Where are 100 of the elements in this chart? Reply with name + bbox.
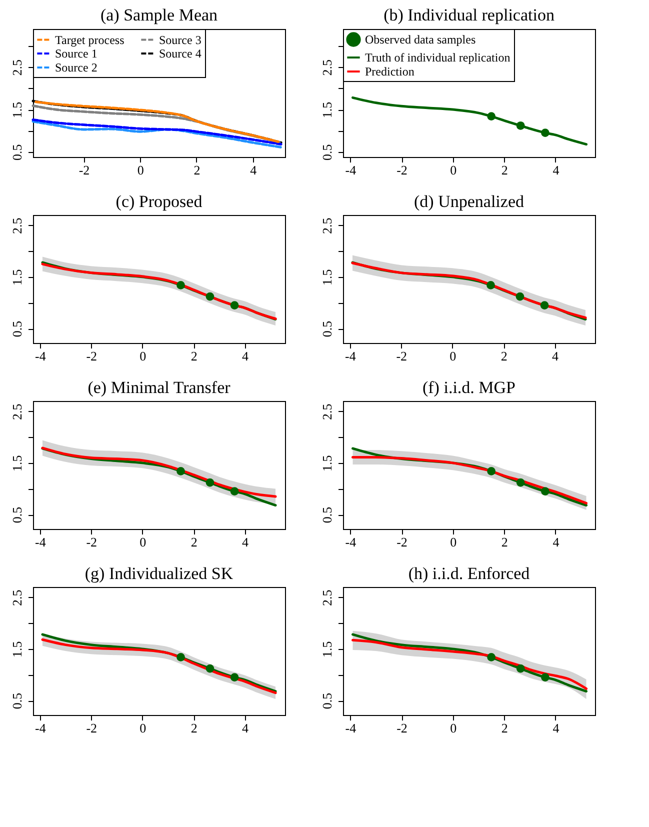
x-tick-label: -2 bbox=[396, 162, 408, 178]
y-tick-label: 0.5 bbox=[320, 506, 334, 524]
legend-label: Truth of individual replication bbox=[365, 50, 510, 64]
y-tick-label: 2.5 bbox=[10, 590, 24, 606]
x-tick-label: -4 bbox=[34, 720, 46, 736]
point bbox=[230, 673, 239, 682]
y-tick-label: 1.5 bbox=[10, 455, 24, 472]
point bbox=[206, 292, 214, 301]
point bbox=[230, 301, 239, 310]
y-tick-label: 0.5 bbox=[320, 144, 334, 161]
chart-title: (d) Unpenalized bbox=[414, 192, 524, 211]
x-tick-label: 4 bbox=[242, 534, 250, 550]
x-tick-label: 0 bbox=[450, 720, 457, 736]
legend-label: Observed data samples bbox=[365, 32, 476, 46]
x-tick-label: 4 bbox=[552, 534, 560, 550]
x-tick-label: 4 bbox=[552, 720, 560, 736]
y-tick-label: 2.5 bbox=[320, 218, 334, 234]
x-tick-label: 0 bbox=[450, 162, 457, 178]
x-tick-label: 2 bbox=[501, 162, 508, 178]
x-tick-label: -4 bbox=[345, 720, 357, 736]
x-tick-label: 2 bbox=[194, 162, 200, 178]
y-tick-label: 0.5 bbox=[10, 692, 24, 710]
legend-label: Source 2 bbox=[55, 60, 98, 74]
x-tick-label: 0 bbox=[137, 162, 144, 178]
x-tick-label: 0 bbox=[140, 534, 146, 550]
point bbox=[516, 478, 525, 487]
x-tick-label: 2 bbox=[501, 720, 508, 736]
x-tick-label: 4 bbox=[250, 162, 258, 178]
legend-label: Source 1 bbox=[55, 46, 98, 60]
chart-title: (h) i.i.d. Enforced bbox=[408, 564, 530, 583]
point bbox=[516, 664, 525, 673]
y-tick-label: 1.5 bbox=[10, 102, 24, 118]
x-tick-label: -4 bbox=[345, 534, 357, 550]
point bbox=[487, 653, 496, 662]
point bbox=[540, 301, 549, 310]
chart-title: (b) Individual replication bbox=[384, 6, 555, 24]
x-tick-label: 0 bbox=[140, 720, 146, 736]
line-series bbox=[41, 446, 277, 498]
x-tick-label: 4 bbox=[242, 348, 250, 364]
line-series bbox=[352, 96, 588, 146]
point bbox=[541, 487, 550, 496]
y-tick-label: 0.5 bbox=[10, 320, 24, 338]
x-tick-label: 2 bbox=[190, 720, 198, 736]
point bbox=[516, 292, 524, 301]
y-tick-label: 0.5 bbox=[10, 506, 24, 524]
x-tick-label: 0 bbox=[140, 348, 146, 364]
chart-title: (g) Individualized SK bbox=[84, 564, 234, 583]
x-tick-label: 0 bbox=[450, 348, 456, 364]
x-tick-label: 2 bbox=[190, 534, 198, 550]
y-tick-label: 1.5 bbox=[10, 641, 24, 658]
y-tick-label: 0.5 bbox=[320, 692, 334, 710]
x-tick-label: -4 bbox=[34, 534, 46, 550]
y-tick-label: 1.5 bbox=[320, 455, 334, 472]
x-tick-label: 4 bbox=[242, 720, 250, 736]
x-tick-label: 0 bbox=[450, 534, 457, 550]
legend-label: Source 3 bbox=[159, 32, 202, 47]
y-tick-label: 2.5 bbox=[320, 590, 334, 606]
point bbox=[176, 653, 185, 662]
x-tick-label: 2 bbox=[190, 348, 198, 364]
x-tick-label: -2 bbox=[396, 720, 408, 736]
x-tick-label: -2 bbox=[396, 534, 408, 550]
y-tick-label: 2.5 bbox=[320, 404, 334, 420]
point bbox=[516, 121, 525, 130]
y-tick-label: 2.5 bbox=[10, 60, 24, 76]
y-tick-label: 2.5 bbox=[10, 404, 24, 420]
x-tick-label: -2 bbox=[86, 348, 98, 364]
x-tick-label: 2 bbox=[501, 534, 508, 550]
point bbox=[230, 487, 239, 496]
point bbox=[206, 664, 214, 673]
point bbox=[176, 281, 185, 290]
x-tick-label: -2 bbox=[86, 534, 98, 550]
legend-label: Target process bbox=[55, 32, 125, 47]
x-tick-label: 4 bbox=[552, 348, 560, 364]
y-tick-label: 2.5 bbox=[10, 218, 24, 234]
legend-label: Prediction bbox=[365, 64, 414, 78]
point bbox=[487, 112, 496, 120]
y-tick-label: 0.5 bbox=[10, 144, 24, 161]
chart-title: (f) i.i.d. MGP bbox=[422, 378, 516, 397]
legend-label: Source 4 bbox=[159, 46, 202, 60]
x-tick-label: -4 bbox=[34, 348, 46, 364]
x-tick-label: -2 bbox=[396, 348, 408, 364]
chart-title: (c) Proposed bbox=[116, 192, 203, 211]
point bbox=[541, 128, 550, 138]
y-tick-label: 1.5 bbox=[10, 269, 24, 286]
line-series bbox=[352, 456, 588, 504]
x-tick-label: -4 bbox=[344, 348, 356, 364]
chart-title: (a) Sample Mean bbox=[100, 6, 218, 24]
y-tick-label: 0.5 bbox=[320, 320, 334, 338]
y-tick-label: 1.5 bbox=[320, 269, 334, 286]
x-tick-label: -4 bbox=[345, 162, 357, 178]
point bbox=[176, 467, 185, 476]
y-tick-label: 1.5 bbox=[320, 102, 334, 118]
x-tick-label: 2 bbox=[500, 348, 508, 364]
point bbox=[487, 467, 496, 476]
point bbox=[541, 673, 550, 682]
point bbox=[486, 281, 495, 290]
x-tick-label: -2 bbox=[78, 162, 90, 178]
y-tick-label: 1.5 bbox=[320, 641, 334, 658]
chart-title: (e) Minimal Transfer bbox=[88, 378, 231, 397]
point bbox=[206, 478, 214, 487]
